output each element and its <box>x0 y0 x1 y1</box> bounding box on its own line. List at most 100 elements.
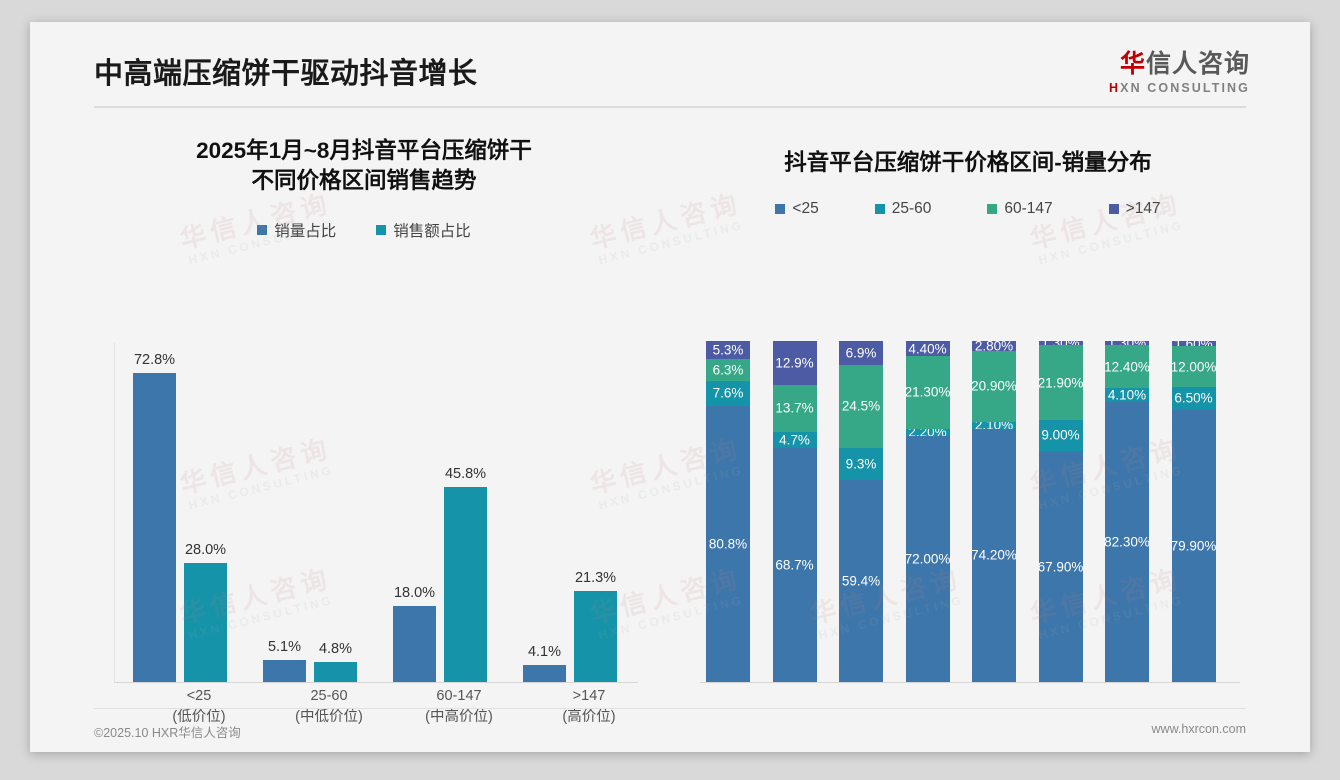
stacked-bar[interactable]: 1.30% 21.90% 9.00% 67.90% <box>1038 341 1083 682</box>
legend-swatch-icon <box>874 204 885 215</box>
stack-value-label: 1.30% <box>1108 341 1146 345</box>
bar[interactable]: 4.1% <box>523 644 566 682</box>
stack-segment[interactable]: 1.60% <box>1171 341 1216 347</box>
legend-label: >147 <box>1125 200 1161 218</box>
stack-segment[interactable]: 6.50% <box>1171 387 1216 410</box>
left-chart-title-line2: 不同价格区间销售趋势 <box>251 168 477 194</box>
stack-segment[interactable]: 7.6% <box>706 380 750 407</box>
bar-group: 18.0% 45.8% <box>382 342 500 682</box>
bar[interactable]: 45.8% <box>444 466 487 682</box>
x-axis-label: >147 (高价位) <box>519 686 659 728</box>
legend-item-1[interactable]: <25 <box>775 200 819 218</box>
stacked-bar[interactable]: 6.9% 24.5% 9.3% 59.4% <box>839 341 883 682</box>
legend-item-2[interactable]: 25-60 <box>874 200 931 218</box>
stack-segment[interactable]: 13.7% <box>772 384 817 432</box>
stack-value-label: 80.8% <box>708 536 748 552</box>
stack-segment[interactable]: 74.20% <box>972 428 1016 682</box>
stacked-bar[interactable]: 2.80% 20.90% 2.10% 74.20% <box>972 341 1016 682</box>
left-chart-x-axis <box>114 682 638 683</box>
stacked-bar[interactable]: 12.9% 13.7% 4.7% 68.7% <box>772 341 817 682</box>
bar-value-label: 5.1% <box>267 639 302 656</box>
bar-group: 5.1% 4.8% <box>252 342 370 682</box>
stack-segment[interactable]: 80.8% <box>706 406 750 682</box>
x-axis-label: <25 (低价位) <box>129 686 269 728</box>
stack-segment[interactable]: 12.00% <box>1171 346 1216 388</box>
stack-segment[interactable]: 9.00% <box>1038 420 1083 451</box>
bar-value-label: 45.8% <box>444 466 487 483</box>
legend-item-2[interactable]: 销售额占比 <box>376 219 471 241</box>
left-chart-y-axis <box>114 343 115 683</box>
stack-segment[interactable]: 6.9% <box>839 341 883 365</box>
left-chart-panel: 2025年1月~8月抖音平台压缩饼干 不同价格区间销售趋势 销量占比 销售额占比 … <box>74 118 654 725</box>
legend-item-4[interactable]: >147 <box>1108 200 1161 218</box>
footer-copyright: ©2025.10 HXR华信人咨询 <box>94 726 241 740</box>
legend-label: 销量占比 <box>274 222 337 240</box>
left-chart-title: 2025年1月~8月抖音平台压缩饼干 不同价格区间销售趋势 <box>74 118 654 197</box>
x-axis-label-main: >147 <box>572 688 606 704</box>
bar[interactable]: 72.8% <box>133 352 176 682</box>
stack-value-label: 21.30% <box>905 384 950 400</box>
stack-segment[interactable]: 2.20% <box>905 428 950 437</box>
legend-label: 60-147 <box>1004 200 1053 218</box>
x-axis-label-sub: (低价位) <box>172 709 226 726</box>
stack-segment[interactable]: 68.7% <box>772 447 817 682</box>
stack-segment[interactable]: 4.7% <box>772 431 817 448</box>
stack-segment[interactable]: 20.90% <box>972 350 1016 422</box>
footer-divider <box>94 708 1246 709</box>
bar[interactable]: 4.8% <box>314 641 357 682</box>
stack-value-label: 9.00% <box>1041 427 1080 443</box>
stack-segment[interactable]: 1.30% <box>1038 341 1083 346</box>
right-chart-x-axis <box>700 682 1240 683</box>
stack-segment[interactable]: 6.3% <box>706 359 750 381</box>
x-axis-label-main: 60-147 <box>436 688 482 704</box>
stack-segment[interactable]: 59.4% <box>839 479 883 682</box>
stack-value-label: 12.00% <box>1171 359 1216 375</box>
logo-english: HXN CONSULTING <box>1109 81 1250 95</box>
stack-value-label: 12.40% <box>1105 359 1149 375</box>
stack-segment[interactable]: 9.3% <box>839 448 883 480</box>
legend-item-3[interactable]: 60-147 <box>987 200 1053 218</box>
stack-segment[interactable]: 21.30% <box>905 356 950 429</box>
logo-english-rest: XN CONSULTING <box>1120 81 1250 95</box>
stack-value-label: 74.20% <box>972 547 1016 563</box>
left-chart-title-line1: 2025年1月~8月抖音平台压缩饼干 <box>196 138 532 163</box>
stacked-bar[interactable]: 1.60% 12.00% 6.50% 79.90% <box>1171 341 1216 682</box>
bar[interactable]: 21.3% <box>574 570 617 682</box>
bar[interactable]: 28.0% <box>184 542 227 682</box>
header-divider <box>94 106 1246 108</box>
left-chart-x-labels: <25 (低价位) 25-60 (中低价位) 60-147 (中高价位) >147 (高价位) <box>114 686 638 736</box>
stacked-bar[interactable]: 5.3% 6.3% 7.6% 80.8% <box>706 341 750 682</box>
stack-value-label: 79.90% <box>1171 538 1216 554</box>
stacked-bar[interactable]: 4.40% 21.30% 2.20% 72.00% <box>905 341 950 682</box>
legend-label: 销售额占比 <box>393 222 471 240</box>
stack-segment[interactable]: 2.10% <box>972 421 1016 429</box>
stack-segment[interactable]: 4.40% <box>905 341 950 356</box>
slide: 中高端压缩饼干驱动抖音增长 华信人咨询 HXN CONSULTING 2025年… <box>30 22 1310 752</box>
logo-english-red: H <box>1109 81 1121 95</box>
stack-segment[interactable]: 12.40% <box>1105 345 1149 388</box>
bar[interactable]: 18.0% <box>393 585 436 682</box>
right-chart-legend: <25 25-60 60-147 >147 <box>678 200 1258 218</box>
stack-segment[interactable]: 79.90% <box>1171 409 1216 682</box>
stacked-bar[interactable]: 1.30% 12.40% 4.10% 82.30% <box>1105 341 1149 682</box>
stack-segment[interactable]: 2.80% <box>972 341 1016 351</box>
legend-item-1[interactable]: 销量占比 <box>257 219 336 241</box>
stack-segment[interactable]: 67.90% <box>1038 450 1083 682</box>
stack-segment[interactable]: 1.30% <box>1105 341 1149 346</box>
stack-segment[interactable]: 4.10% <box>1105 387 1149 402</box>
stack-segment[interactable]: 21.90% <box>1038 345 1083 421</box>
legend-swatch-icon <box>775 204 786 215</box>
x-axis-label-main: 25-60 <box>310 688 348 704</box>
stack-value-label: 82.30% <box>1105 534 1149 550</box>
stack-segment[interactable]: 82.30% <box>1105 401 1149 682</box>
stack-value-label: 2.20% <box>908 428 947 437</box>
stack-segment[interactable]: 12.9% <box>772 341 817 385</box>
stack-segment[interactable]: 72.00% <box>905 436 950 682</box>
stack-value-label: 2.10% <box>975 422 1013 429</box>
logo-chinese: 华信人咨询 <box>1109 52 1250 77</box>
stack-segment[interactable]: 24.5% <box>839 364 883 449</box>
x-axis-label-sub: (中高价位) <box>425 709 493 726</box>
bar[interactable]: 5.1% <box>263 639 306 682</box>
x-axis-label: 25-60 (中低价位) <box>259 686 399 728</box>
stack-segment[interactable]: 5.3% <box>706 341 750 360</box>
